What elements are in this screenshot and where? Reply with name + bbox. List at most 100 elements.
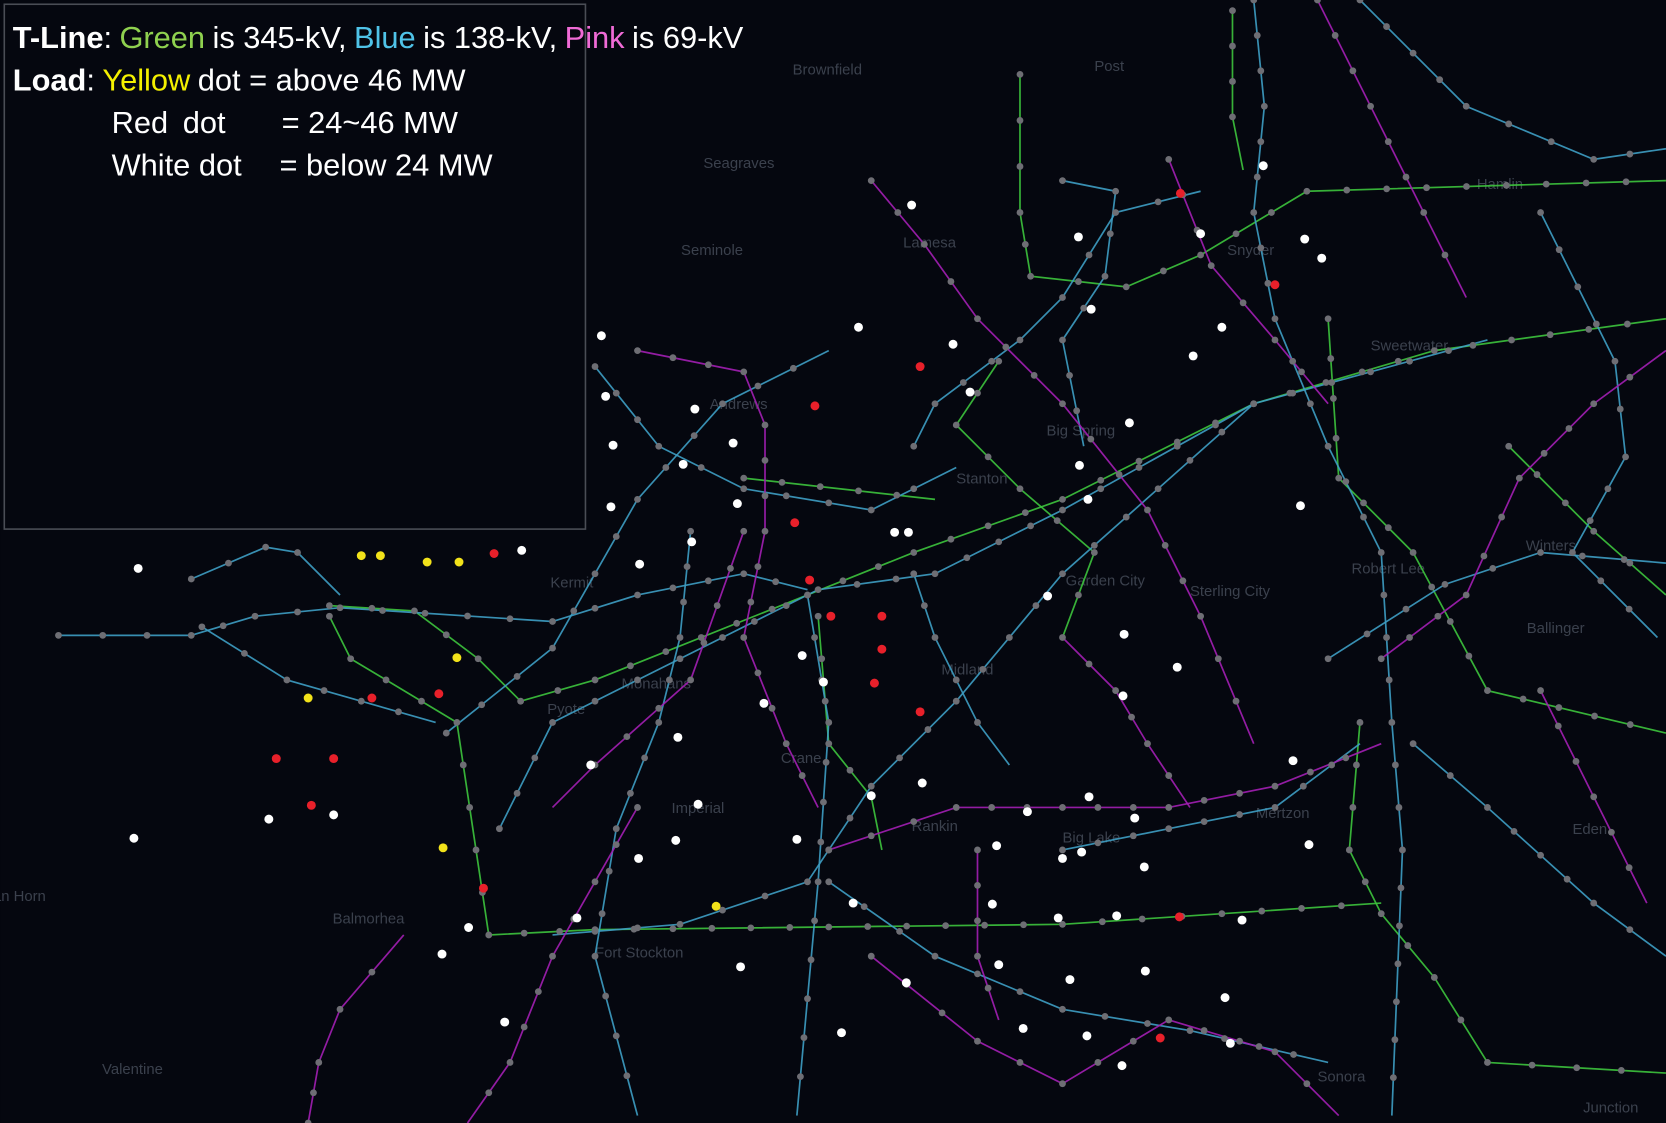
- substation: [1332, 32, 1339, 39]
- substation: [460, 762, 467, 769]
- substation: [868, 177, 875, 184]
- substation: [868, 507, 875, 514]
- load-dot-white: [837, 1028, 846, 1037]
- substation: [592, 928, 599, 935]
- substation: [1017, 209, 1024, 216]
- substation: [466, 804, 473, 811]
- substation: [241, 650, 248, 657]
- substation: [1022, 241, 1029, 248]
- substation: [1574, 283, 1581, 290]
- substation: [1562, 499, 1569, 506]
- substation: [1059, 570, 1066, 577]
- substation: [99, 632, 106, 639]
- substation: [932, 570, 939, 577]
- load-dot-white: [867, 791, 876, 800]
- substation: [769, 606, 776, 613]
- substation: [714, 602, 721, 609]
- substation: [1264, 280, 1271, 287]
- substation: [772, 578, 779, 585]
- substation: [1556, 246, 1563, 253]
- substation: [740, 634, 747, 641]
- substation: [1272, 1048, 1279, 1055]
- substation: [755, 383, 762, 390]
- substation: [1626, 864, 1633, 871]
- substation: [422, 610, 429, 617]
- substation: [762, 528, 769, 535]
- load-dot-white: [438, 950, 447, 959]
- substation: [655, 443, 662, 450]
- load-dot-white: [1023, 807, 1032, 816]
- substation: [1360, 499, 1367, 506]
- substation: [1303, 1080, 1310, 1087]
- substation: [326, 602, 333, 609]
- load-dot-white: [733, 499, 742, 508]
- substation: [1272, 337, 1279, 344]
- substation: [1289, 358, 1296, 365]
- substation: [995, 538, 1002, 545]
- substation: [1543, 181, 1550, 188]
- load-dot-white: [890, 528, 899, 537]
- substation: [797, 1073, 804, 1080]
- substation: [979, 666, 986, 673]
- substation: [1537, 687, 1544, 694]
- substation: [464, 613, 471, 620]
- legend-text: White dot: [112, 147, 243, 182]
- load-dot-white: [992, 841, 1001, 850]
- substation: [1342, 478, 1349, 485]
- substation: [1330, 395, 1337, 402]
- substation: [634, 496, 641, 503]
- substation: [1095, 804, 1102, 811]
- substation: [1463, 592, 1470, 599]
- substation: [1380, 592, 1387, 599]
- substation: [1547, 331, 1554, 338]
- substation: [1144, 507, 1151, 514]
- load-dot-white: [134, 564, 143, 573]
- town-label: Seminole: [681, 243, 743, 259]
- load-dot-white: [1140, 862, 1149, 871]
- substation: [804, 592, 811, 599]
- substation: [517, 698, 524, 705]
- substation: [1431, 974, 1438, 981]
- substation: [1212, 422, 1219, 429]
- town-label: Monahans: [622, 676, 691, 692]
- substation: [592, 605, 599, 612]
- substation: [1054, 517, 1061, 524]
- substation: [1378, 655, 1385, 662]
- substation: [662, 648, 669, 655]
- substation: [1624, 321, 1631, 328]
- substation: [478, 701, 485, 708]
- substation: [1333, 435, 1340, 442]
- substation: [310, 1089, 317, 1096]
- substation: [1236, 811, 1243, 818]
- load-dot-white: [500, 1018, 509, 1027]
- load-dot-white: [597, 331, 606, 340]
- substation: [1436, 76, 1443, 83]
- legend-text: is 138-kV,: [423, 20, 557, 55]
- substation: [1447, 772, 1454, 779]
- load-dot-red: [805, 576, 814, 585]
- substation: [932, 953, 939, 960]
- substation: [801, 1034, 808, 1041]
- legend-text: dot: [183, 105, 226, 140]
- substation: [1187, 1027, 1194, 1034]
- substation: [740, 368, 747, 375]
- substation: [1102, 1013, 1109, 1020]
- substation: [953, 698, 960, 705]
- substation: [779, 479, 786, 486]
- substation: [1033, 602, 1040, 609]
- substation: [948, 278, 955, 285]
- load-dot-white: [1075, 461, 1084, 470]
- load-dot-white: [517, 546, 526, 555]
- substation: [1383, 634, 1390, 641]
- substation: [988, 358, 995, 365]
- substation: [1080, 305, 1087, 312]
- substation: [1385, 524, 1392, 531]
- load-dot-white: [907, 201, 916, 210]
- substation: [496, 825, 503, 832]
- substation: [1002, 344, 1009, 351]
- substation: [1390, 1074, 1397, 1081]
- substation: [733, 620, 740, 627]
- substation: [284, 677, 291, 684]
- substation: [1027, 273, 1034, 280]
- substation: [1187, 457, 1194, 464]
